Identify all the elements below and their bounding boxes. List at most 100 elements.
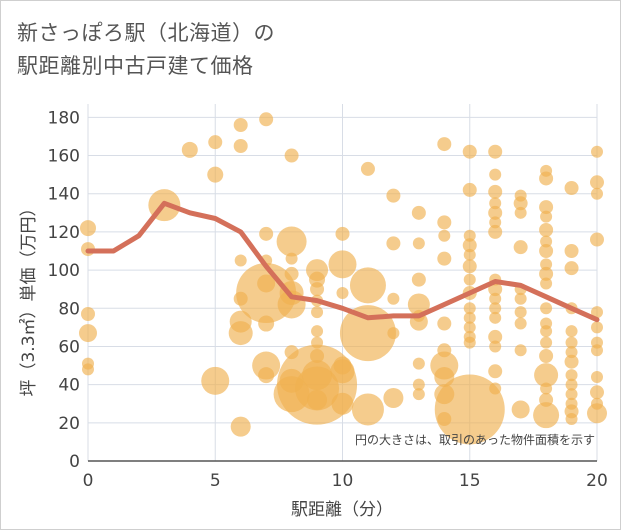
y-tick-label: 120 — [48, 223, 80, 243]
y-tick-label: 180 — [48, 108, 80, 128]
data-bubble — [463, 321, 476, 334]
data-bubble — [79, 324, 97, 343]
data-bubble — [590, 385, 604, 400]
data-bubble — [462, 238, 477, 253]
chart-title: 新さっぽろ駅（北海道）の 駅距離別中古戸建て価格 — [17, 17, 275, 83]
data-bubble — [201, 366, 230, 395]
data-bubble — [387, 327, 400, 340]
data-bubble — [360, 161, 375, 176]
average-trend-line — [85, 200, 600, 323]
data-bubble — [539, 349, 554, 363]
data-bubble — [489, 197, 502, 210]
data-bubble — [591, 371, 603, 383]
data-bubble — [259, 112, 274, 127]
y-tick-label: 140 — [48, 185, 80, 205]
data-bubble — [489, 340, 502, 353]
data-bubble — [438, 229, 451, 242]
data-bubble — [514, 344, 527, 357]
x-tick-label: 0 — [83, 471, 94, 491]
data-bubble — [434, 374, 505, 445]
data-bubble — [412, 378, 425, 391]
data-bubble — [295, 366, 340, 411]
data-bubble — [564, 181, 579, 195]
data-bubble — [513, 240, 528, 255]
chart-title-line-1: 新さっぽろ駅（北海道）の — [17, 21, 275, 45]
data-bubble — [311, 306, 324, 319]
data-bubble — [310, 282, 325, 297]
data-bubble — [383, 388, 404, 408]
data-bubble — [349, 267, 386, 304]
data-bubble — [489, 302, 502, 315]
data-bubble — [539, 200, 554, 215]
data-bubble — [591, 145, 603, 158]
data-bubble — [590, 232, 604, 247]
data-bubble — [412, 388, 425, 401]
data-bubble — [462, 182, 477, 197]
data-bubble — [591, 344, 603, 357]
data-bubble — [539, 244, 554, 258]
data-bubble — [411, 272, 426, 287]
data-bubble — [336, 287, 349, 299]
data-bubble — [488, 329, 503, 344]
data-bubble — [540, 277, 553, 290]
y-tick-label: 20 — [58, 414, 80, 434]
data-bubble — [591, 187, 603, 200]
x-tick-label: 20 — [586, 471, 608, 491]
data-bubble — [463, 311, 476, 324]
data-bubble — [539, 223, 554, 237]
x-tick-label: 10 — [332, 471, 354, 491]
data-bubble — [331, 392, 354, 415]
data-bubble — [386, 236, 401, 251]
data-bubble — [565, 336, 578, 349]
data-bubble — [565, 378, 578, 391]
data-bubble — [258, 367, 275, 384]
chart-title-line-2: 駅距離別中古戸建て価格 — [17, 54, 254, 78]
data-bubble — [590, 175, 604, 190]
x-tick-label: 5 — [210, 471, 221, 491]
data-bubble — [437, 316, 452, 331]
data-bubble — [488, 205, 503, 220]
data-bubble — [565, 413, 578, 425]
size-annotation: 円の大きさは、取引のあった物件面積を示す — [355, 432, 595, 447]
x-axis-label: 駅距離（分） — [291, 500, 393, 520]
data-bubble — [539, 171, 554, 186]
data-bubble — [534, 363, 559, 388]
data-bubble — [540, 235, 553, 248]
data-bubble — [540, 336, 553, 349]
data-bubble — [489, 292, 502, 305]
data-bubble — [181, 141, 198, 158]
data-bubble — [412, 357, 425, 370]
data-bubble — [513, 196, 528, 211]
data-bubble — [311, 325, 324, 338]
data-bubble — [489, 311, 502, 324]
data-bubble — [328, 250, 357, 279]
data-bubble — [463, 336, 476, 349]
data-bubble — [234, 254, 247, 267]
y-tick-label: 100 — [48, 261, 80, 281]
data-bubble — [407, 293, 430, 316]
data-bubble — [82, 363, 94, 376]
data-bubble — [258, 315, 275, 332]
data-bubble — [488, 184, 503, 199]
data-bubble — [514, 317, 527, 330]
data-bubble — [437, 137, 452, 152]
data-bubble — [489, 382, 502, 395]
data-bubble — [437, 251, 452, 266]
data-bubble — [228, 321, 253, 346]
data-bubble — [80, 220, 96, 237]
data-bubble — [207, 166, 224, 183]
data-bubble — [230, 416, 251, 437]
data-bubble — [437, 215, 452, 230]
y-tick-label: 160 — [48, 147, 80, 167]
data-bubble — [259, 226, 274, 241]
data-bubble — [565, 346, 578, 359]
data-bubble — [591, 306, 603, 319]
data-bubble — [540, 258, 553, 271]
data-bubble — [386, 188, 401, 203]
data-bubble — [533, 402, 560, 429]
data-bubble — [564, 354, 579, 369]
data-bubble — [387, 292, 400, 305]
data-bubble — [284, 148, 299, 163]
data-bubble — [540, 382, 553, 395]
